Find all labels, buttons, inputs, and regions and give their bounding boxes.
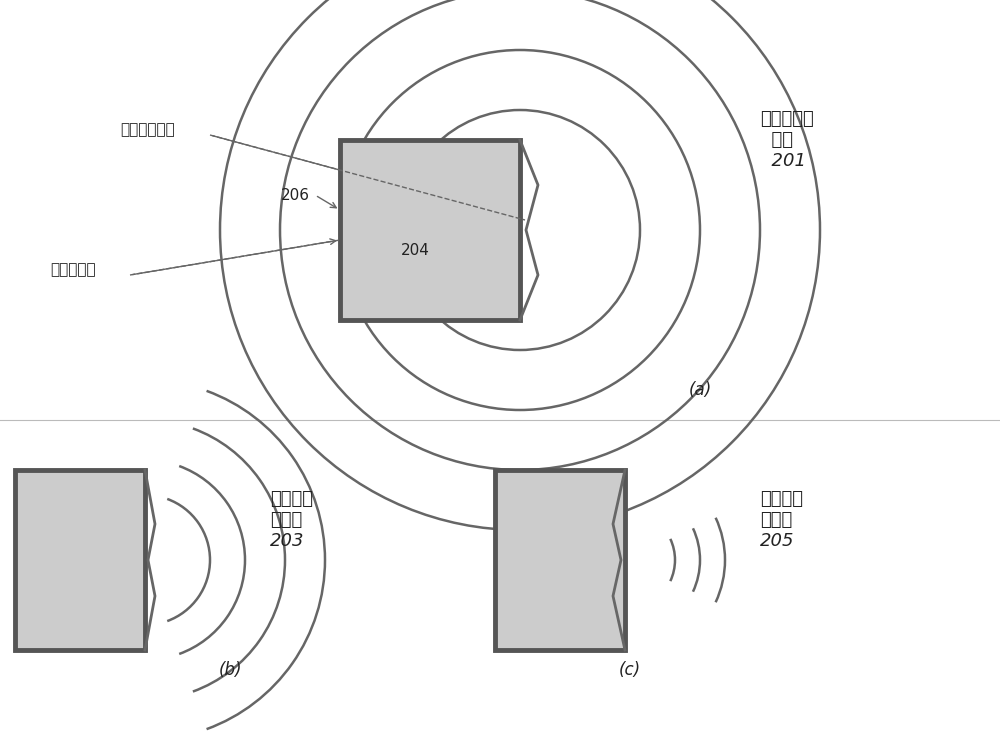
- Text: (c): (c): [619, 661, 641, 679]
- Text: 高频率声
音扩散
205: 高频率声 音扩散 205: [760, 490, 803, 550]
- Text: 扩音器驱动器: 扩音器驱动器: [120, 123, 175, 137]
- Text: 206: 206: [281, 188, 310, 202]
- Text: (b): (b): [218, 661, 242, 679]
- Text: 中频率声
音扩散
203: 中频率声 音扩散 203: [270, 490, 313, 550]
- Text: 扩音器机柜: 扩音器机柜: [50, 262, 96, 278]
- Bar: [495, 470, 625, 650]
- Text: 204: 204: [401, 242, 429, 257]
- Bar: [340, 140, 520, 320]
- Text: (a): (a): [688, 381, 712, 399]
- Bar: [15, 470, 145, 650]
- Text: 低频率声音
  扩散
  201: 低频率声音 扩散 201: [760, 110, 814, 169]
